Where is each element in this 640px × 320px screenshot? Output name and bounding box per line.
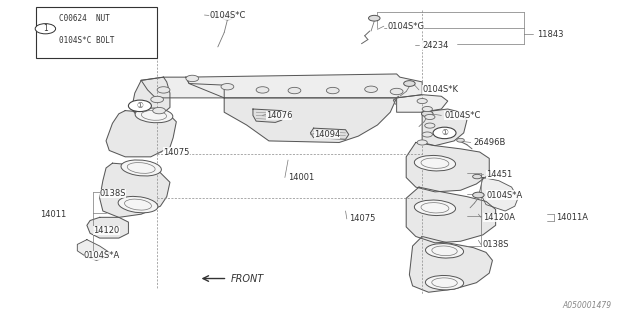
Circle shape (288, 87, 301, 94)
Circle shape (425, 123, 435, 128)
Circle shape (186, 75, 198, 82)
Text: 0104S*K: 0104S*K (422, 85, 458, 94)
Ellipse shape (426, 276, 463, 290)
Polygon shape (132, 77, 170, 120)
Text: 0138S: 0138S (100, 189, 126, 198)
Circle shape (365, 86, 378, 92)
Text: 14076: 14076 (266, 111, 292, 120)
Text: C00624  NUT: C00624 NUT (60, 14, 110, 23)
Polygon shape (106, 111, 176, 157)
Text: 14075: 14075 (164, 148, 190, 156)
Circle shape (472, 192, 484, 198)
Polygon shape (224, 98, 397, 142)
Circle shape (433, 127, 456, 139)
Polygon shape (406, 187, 495, 243)
Polygon shape (186, 74, 422, 98)
Circle shape (422, 132, 433, 137)
Text: 26496B: 26496B (473, 138, 506, 147)
Text: 0104S*C: 0104S*C (445, 111, 481, 120)
Text: 14094: 14094 (314, 130, 340, 139)
Circle shape (129, 100, 152, 112)
Text: 14001: 14001 (288, 173, 314, 182)
Text: 11843: 11843 (537, 30, 564, 39)
Circle shape (369, 15, 380, 21)
Circle shape (221, 84, 234, 90)
Circle shape (457, 138, 465, 142)
Text: FRONT: FRONT (230, 274, 264, 284)
Text: A050001479: A050001479 (563, 301, 612, 310)
Text: 14011: 14011 (40, 210, 67, 219)
Ellipse shape (121, 160, 161, 176)
Text: 0138S: 0138S (483, 240, 509, 249)
Text: 0104S*C: 0104S*C (209, 11, 246, 20)
Text: 0104S*G: 0104S*G (387, 22, 424, 31)
Text: 14011A: 14011A (556, 213, 588, 222)
Ellipse shape (414, 156, 456, 171)
Circle shape (256, 87, 269, 93)
Text: ①: ① (441, 128, 448, 137)
Text: 0104S*A: 0104S*A (84, 251, 120, 260)
Ellipse shape (426, 244, 463, 258)
Text: 1: 1 (43, 24, 48, 33)
Polygon shape (87, 217, 129, 238)
Circle shape (151, 96, 164, 103)
Circle shape (425, 115, 435, 120)
Polygon shape (422, 109, 467, 146)
Polygon shape (479, 178, 518, 211)
Circle shape (417, 140, 428, 145)
Polygon shape (253, 109, 285, 123)
Text: 0104S*C BOLT: 0104S*C BOLT (60, 36, 115, 45)
Circle shape (422, 107, 433, 112)
Ellipse shape (414, 200, 456, 216)
Text: 14120: 14120 (93, 226, 120, 235)
Polygon shape (406, 142, 489, 192)
Polygon shape (410, 236, 492, 292)
Circle shape (35, 24, 56, 34)
Circle shape (417, 99, 428, 104)
Text: 14451: 14451 (486, 170, 512, 179)
Text: 14075: 14075 (349, 214, 375, 223)
Ellipse shape (135, 108, 173, 123)
Circle shape (404, 81, 415, 86)
FancyBboxPatch shape (36, 7, 157, 58)
Circle shape (422, 111, 433, 117)
Circle shape (326, 87, 339, 94)
Text: ①: ① (136, 101, 143, 110)
Circle shape (472, 174, 481, 179)
Circle shape (222, 15, 232, 20)
Polygon shape (310, 128, 349, 139)
Polygon shape (141, 77, 224, 98)
Polygon shape (77, 240, 109, 260)
Text: 14120A: 14120A (483, 213, 515, 222)
Circle shape (390, 88, 403, 95)
Polygon shape (397, 95, 448, 112)
Circle shape (157, 87, 170, 93)
Text: 24234: 24234 (422, 41, 449, 50)
Polygon shape (100, 163, 170, 217)
Text: 0104S*A: 0104S*A (486, 190, 522, 200)
Ellipse shape (118, 196, 158, 213)
Circle shape (153, 108, 166, 114)
